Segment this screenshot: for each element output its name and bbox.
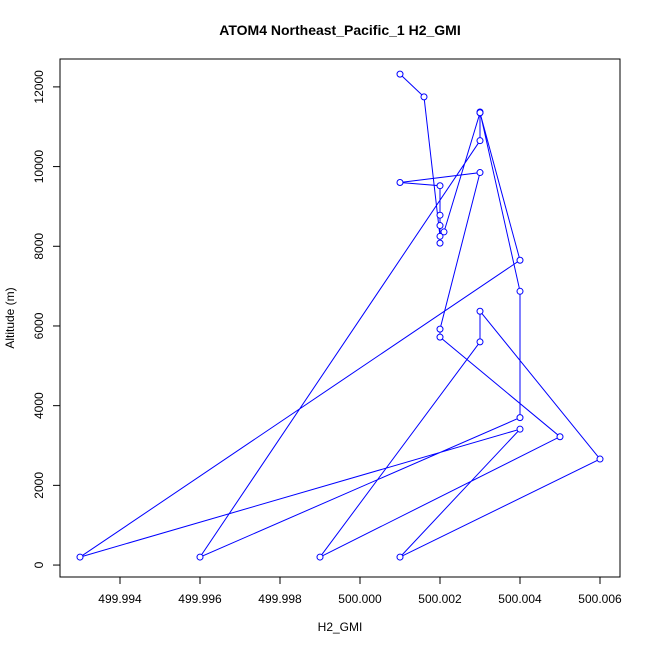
data-point [316,553,324,561]
y-axis: 0 2000 4000 6000 8000 10000 12000 [32,70,60,568]
data-point [476,109,484,117]
series-line [79,73,601,559]
data-point [436,222,444,230]
x-tick-label: 499.996 [178,592,222,606]
data-point [436,232,444,240]
y-tick-label: 6000 [32,312,46,339]
plot-frame [59,58,621,578]
data-point [396,70,404,78]
x-axis: 499.994 499.996 499.998 500.000 500.002 500.0… [98,577,622,606]
data-point [420,93,428,101]
data-point [516,414,524,422]
data-point [516,256,524,264]
data-point [440,228,448,236]
data-point [476,338,484,346]
x-tick-label: 500.002 [418,592,462,606]
data-point [436,333,444,341]
data-point [436,239,444,247]
y-tick-label: 2000 [32,472,46,499]
y-tick-label: 12000 [32,70,46,104]
data-point [476,307,484,315]
data-point [556,433,564,441]
data-point [516,287,524,295]
x-tick-label: 499.994 [98,592,142,606]
data-point [516,425,524,433]
x-tick-label: 500.006 [578,592,622,606]
y-tick-label: 10000 [32,150,46,184]
data-point [196,553,204,561]
data-point [436,325,444,333]
data-point [396,179,404,187]
x-tick-label: 499.998 [258,592,302,606]
x-tick-label: 500.000 [338,592,382,606]
x-tick-label: 500.004 [498,592,542,606]
y-axis-label: Altitude (m) [3,287,17,348]
data-point [436,182,444,190]
y-tick-label: 0 [32,561,46,568]
data-point [436,211,444,219]
y-tick-label: 8000 [32,233,46,260]
data-point [476,137,484,145]
series-layer [76,70,604,561]
chart-title: ATOM4 Northeast_Pacific_1 H2_GMI [219,22,460,38]
data-point [596,455,604,463]
data-point [76,553,84,561]
x-axis-label: H2_GMI [318,620,363,634]
data-point [396,553,404,561]
y-tick-label: 4000 [32,392,46,419]
data-point [476,169,484,177]
